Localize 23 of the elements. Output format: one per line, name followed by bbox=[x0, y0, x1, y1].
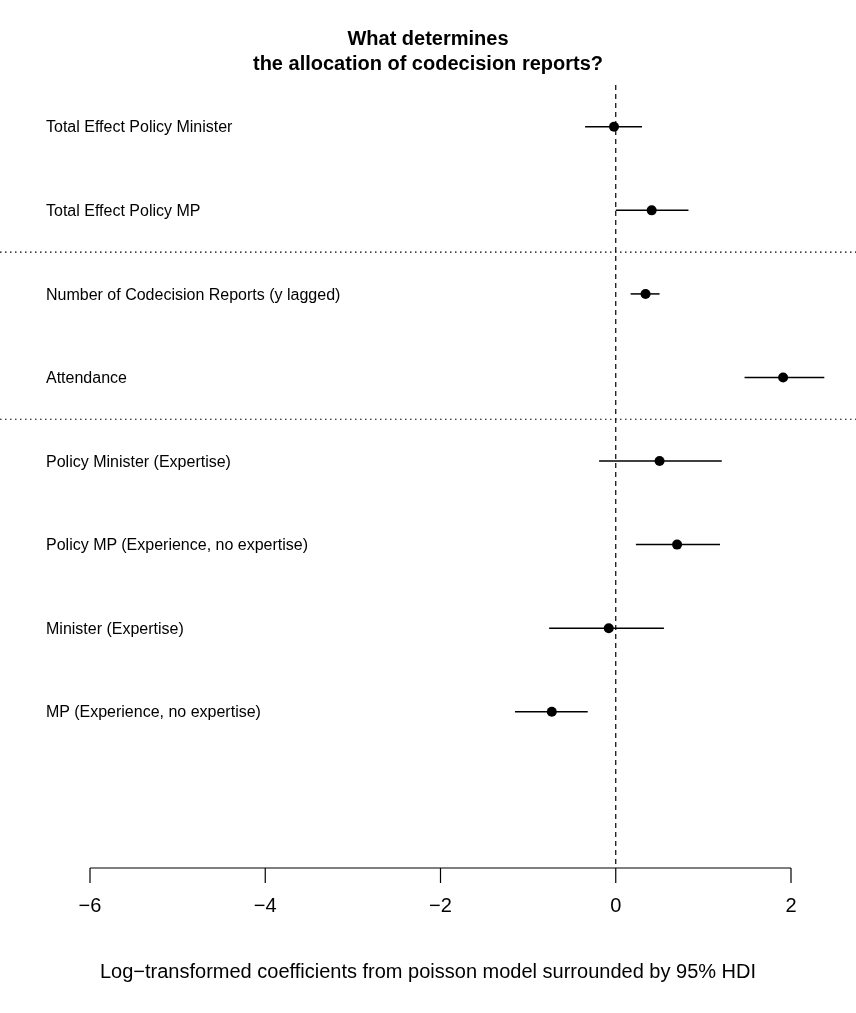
point bbox=[778, 372, 789, 383]
point bbox=[609, 121, 619, 132]
y-tick-label: Minister (Expertise) bbox=[46, 619, 184, 637]
point bbox=[640, 288, 651, 299]
y-tick-label: Attendance bbox=[46, 369, 128, 387]
y-tick-label: Number of Codecision Reports (y lagged) bbox=[46, 285, 341, 303]
point bbox=[654, 456, 665, 467]
y-tick-label: Total Effect Policy Minister bbox=[46, 118, 234, 136]
chart-title: What determines the allocation of codecision reports? bbox=[252, 27, 604, 74]
x-tick-label: −4 bbox=[253, 894, 277, 916]
point bbox=[603, 623, 614, 634]
y-tick-label: MP (Experience, no expertise) bbox=[46, 703, 261, 721]
x-tick-label: −2 bbox=[429, 894, 452, 916]
y-tick-label: Policy MP (Experience, no expertise) bbox=[46, 536, 309, 554]
point bbox=[546, 706, 557, 717]
x-axis-title: Log−transformed coefficients from poisson model surrounded by 95% HDI bbox=[99, 960, 757, 982]
point bbox=[646, 205, 657, 216]
y-tick-label: Total Effect Policy MP bbox=[46, 201, 201, 219]
x-tick-label: −6 bbox=[78, 894, 102, 916]
point bbox=[672, 539, 683, 550]
y-tick-label: Policy Minister (Expertise) bbox=[46, 452, 231, 470]
x-tick-label: 2 bbox=[785, 894, 797, 916]
x-tick-label: 0 bbox=[610, 894, 622, 916]
